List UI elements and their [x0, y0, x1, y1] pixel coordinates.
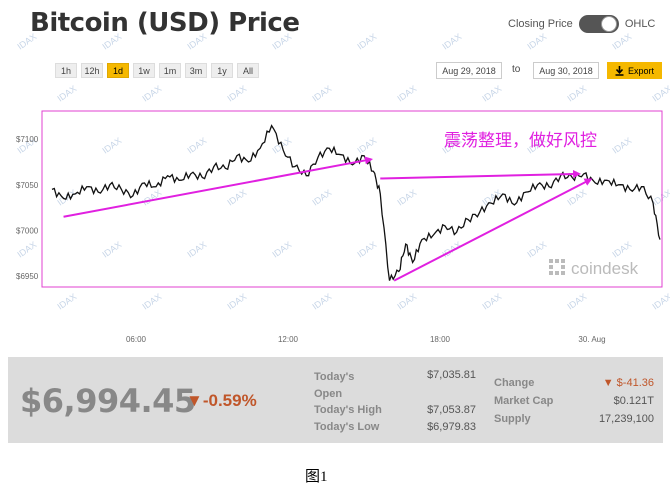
supply-label: Supply: [494, 413, 531, 425]
watermark-tile: IDAX: [355, 239, 378, 259]
x-axis-ticks: 06:00 12:00 18:00 30. Aug: [126, 335, 606, 344]
closing-ohlc-toggle[interactable]: Closing Price OHLC: [508, 15, 655, 33]
watermark-tile: IDAX: [650, 291, 670, 311]
time-range-buttons: 1h 12h 1d 1w 1m 3m 1y All: [55, 63, 259, 78]
watermark-tile: IDAX: [610, 239, 633, 259]
y-tick-label: $7050: [16, 181, 39, 190]
watermark-tile: IDAX: [225, 187, 248, 207]
ohlc-label: OHLC: [624, 18, 656, 30]
chart-frame: [41, 110, 663, 288]
date-to-input[interactable]: Aug 30, 2018: [533, 62, 599, 79]
watermark-tile: IDAX: [55, 291, 78, 311]
stats-panel: $6,994.45 ▼-0.59% Today's Open $7,035.81…: [8, 357, 663, 443]
y-tick-label: $7100: [16, 135, 39, 144]
watermark-tile: IDAX: [610, 31, 633, 51]
watermark-tile: IDAX: [225, 83, 248, 103]
watermark-tile: IDAX: [55, 83, 78, 103]
range-button-1y[interactable]: 1y: [211, 63, 233, 78]
download-icon: [615, 65, 624, 76]
watermark-tile: IDAX: [270, 239, 293, 259]
watermark-tile: IDAX: [310, 291, 333, 311]
watermark-tile: IDAX: [610, 135, 633, 155]
range-button-12h[interactable]: 12h: [81, 63, 103, 78]
figure-caption: 图1: [305, 469, 328, 485]
coindesk-watermark: coindesk: [549, 259, 639, 278]
change-label: Change: [494, 377, 535, 389]
stat-label-high: Today's High: [314, 404, 382, 416]
watermark-tile: IDAX: [225, 291, 248, 311]
range-button-1m[interactable]: 1m: [159, 63, 181, 78]
watermark-tile: IDAX: [565, 83, 588, 103]
closing-price-label: Closing Price: [508, 18, 573, 30]
x-tick-label: 18:00: [430, 335, 451, 344]
y-tick-label: $6950: [16, 272, 39, 281]
toggle-switch[interactable]: [578, 15, 619, 33]
watermark-tile: IDAX: [140, 83, 163, 103]
trend-arrows: [63, 156, 593, 282]
trend-arrow: [63, 156, 373, 218]
x-tick-label: 12:00: [278, 335, 299, 344]
watermark-tile: IDAX: [440, 239, 463, 259]
watermark-tile: IDAX: [15, 239, 38, 259]
date-from-input[interactable]: Aug 29, 2018: [436, 62, 502, 79]
watermark-tile: IDAX: [270, 31, 293, 51]
range-button-1h[interactable]: 1h: [55, 63, 77, 78]
chart-annotation: 震荡整理，做好风控: [444, 131, 597, 151]
range-button-3m[interactable]: 3m: [185, 63, 207, 78]
market-cap-value: $0.121T: [613, 395, 654, 407]
watermark-tile: IDAX: [100, 239, 123, 259]
watermark-tile: IDAX: [140, 187, 163, 207]
watermark-tile: IDAX: [185, 31, 208, 51]
watermark-tile: IDAX: [310, 187, 333, 207]
toggle-knob: [600, 16, 617, 32]
stat-value-low: $6,979.83: [427, 421, 476, 433]
watermark-tile: IDAX: [185, 135, 208, 155]
y-tick-label: $7000: [16, 226, 39, 235]
watermark-tile: IDAX: [15, 31, 38, 51]
watermark-tile: IDAX: [310, 83, 333, 103]
watermark-tile: IDAX: [480, 83, 503, 103]
change-percent: ▼-0.59%: [186, 391, 257, 410]
watermark-tile: IDAX: [140, 291, 163, 311]
y-axis-ticks: $7100 $7050 $7000 $6950: [16, 135, 39, 281]
x-tick-label: 30. Aug: [578, 335, 605, 344]
coindesk-logo-icon: [549, 259, 565, 275]
range-button-all[interactable]: All: [237, 63, 259, 78]
stat-value-high: $7,053.87: [427, 404, 476, 416]
watermark-tile: IDAX: [395, 187, 418, 207]
change-value: ▼ $-41.36: [602, 377, 654, 389]
market-cap-label: Market Cap: [494, 395, 554, 407]
watermark-tile: IDAX: [395, 291, 418, 311]
watermark-tile: IDAX: [100, 135, 123, 155]
watermark-tile: IDAX: [650, 83, 670, 103]
range-button-1d[interactable]: 1d: [107, 63, 129, 78]
x-tick-label: 06:00: [126, 335, 147, 344]
stat-label-open: Today's Open: [314, 371, 355, 400]
stat-label-low: Today's Low: [314, 421, 380, 433]
page-title: Bitcoin (USD) Price: [30, 8, 300, 38]
date-to-label: to: [512, 64, 521, 75]
export-button[interactable]: Export: [607, 62, 662, 79]
watermark-tile: IDAX: [565, 291, 588, 311]
watermark-tile: IDAX: [100, 31, 123, 51]
watermark-tile: IDAX: [480, 291, 503, 311]
watermark-tile: IDAX: [440, 31, 463, 51]
trend-arrow: [393, 178, 593, 282]
trend-arrow: [380, 170, 582, 180]
watermark-tile: IDAX: [525, 239, 548, 259]
range-button-1w[interactable]: 1w: [133, 63, 155, 78]
watermark-tile: IDAX: [395, 83, 418, 103]
export-label: Export: [627, 65, 654, 76]
price-chart: IDAX IDAX IDAX IDAX IDAX IDAX IDAX IDAX IDAX IDAX…: [15, 31, 670, 344]
supply-value: 17,239,100: [598, 413, 654, 425]
watermark-tile: IDAX: [355, 31, 378, 51]
stat-value-open: $7,035.81: [427, 369, 476, 381]
coindesk-text: coindesk: [571, 259, 639, 278]
current-price: $6,994.45: [20, 382, 196, 420]
watermark-tile: IDAX: [525, 31, 548, 51]
watermark-tile: IDAX: [185, 239, 208, 259]
watermark-tile: IDAX: [355, 135, 378, 155]
